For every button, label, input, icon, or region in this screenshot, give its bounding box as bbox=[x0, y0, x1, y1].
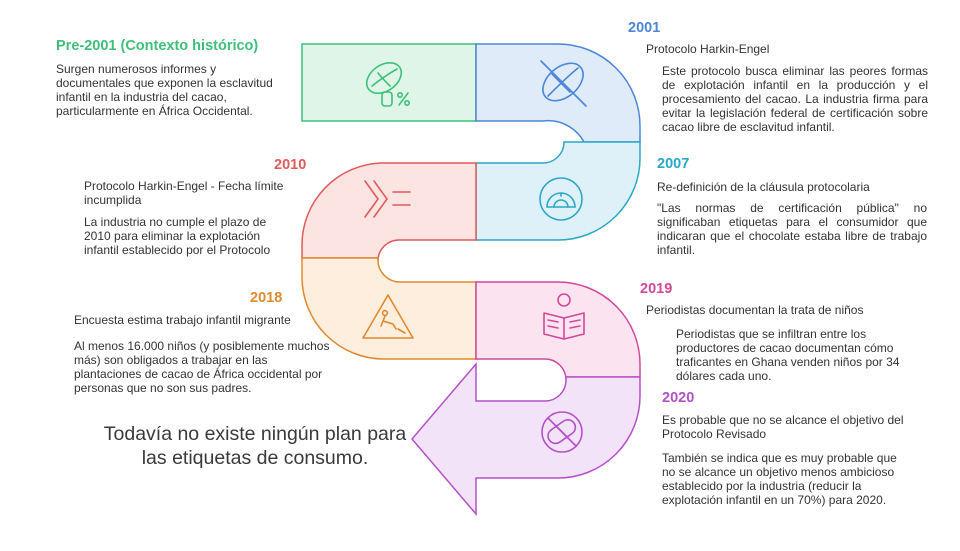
segment-2007 bbox=[475, 141, 641, 241]
event-year: 2001 bbox=[628, 20, 661, 36]
event-pre-2001: Pre-2001 (Contexto histórico) Surgen num… bbox=[56, 38, 286, 118]
event-2020: 2020 Es probable que no se alcance el ob… bbox=[662, 390, 910, 507]
event-year: 2007 bbox=[657, 156, 690, 172]
child-labor-sign-icon bbox=[362, 294, 414, 339]
event-body: Al menos 16.000 niños (y posiblemente mu… bbox=[74, 339, 330, 395]
event-body: "Las normas de certificación pública" no… bbox=[657, 201, 927, 257]
event-2019: 2019 Periodistas documentan la trata de … bbox=[640, 281, 900, 383]
event-2007: 2007 Re-definición de la cláusula protoc… bbox=[657, 156, 927, 257]
event-year: 2010 bbox=[274, 157, 307, 173]
event-heading: Periodistas documentan la trata de niños bbox=[646, 303, 864, 317]
protractor-icon bbox=[539, 177, 583, 221]
event-heading: Protocolo Harkin-Engel bbox=[646, 42, 770, 56]
segment-2020-arrow bbox=[411, 361, 641, 517]
event-heading: Es probable que no se alcance el objetiv… bbox=[662, 413, 904, 441]
conclusion-text: Todavía no existe ningún plan para las e… bbox=[103, 423, 407, 469]
segment-2018 bbox=[301, 257, 477, 360]
event-2010: 2010 Protocolo Harkin-Engel - Fecha lími… bbox=[84, 157, 307, 257]
no-pill-icon bbox=[541, 411, 583, 453]
event-body: La industria no cumple el plazo de 2010 … bbox=[84, 215, 271, 257]
segment-2010 bbox=[301, 162, 477, 262]
reporter-icon bbox=[543, 293, 585, 340]
event-year: 2019 bbox=[640, 281, 673, 297]
segment-2019 bbox=[475, 281, 641, 381]
event-heading: Re-definición de la cláusula protocolari… bbox=[657, 180, 870, 194]
event-year: 2018 bbox=[250, 290, 283, 306]
event-body: Surgen numerosos informes y documentales… bbox=[56, 62, 273, 118]
event-2001: 2001 Protocolo Harkin-Engel Este protoco… bbox=[628, 20, 928, 134]
segment-pre-2001 bbox=[301, 43, 477, 122]
event-heading: Encuesta estima trabajo infantil migrant… bbox=[74, 313, 291, 327]
segment-2001 bbox=[475, 43, 641, 143]
no-cacao-icon bbox=[540, 60, 587, 107]
event-body: Este protocolo busca eliminar las peores… bbox=[662, 64, 928, 134]
deadline-arrows-icon bbox=[364, 180, 411, 218]
event-year: Pre-2001 (Contexto histórico) bbox=[56, 38, 259, 54]
event-body: También se indica que es muy probable qu… bbox=[662, 451, 897, 507]
event-year: 2020 bbox=[662, 390, 695, 406]
event-body: Periodistas que se infiltran entre los p… bbox=[676, 327, 900, 383]
event-heading: Protocolo Harkin-Engel - Fecha límite in… bbox=[84, 179, 284, 207]
cacao-pod-percent-icon bbox=[365, 61, 410, 107]
event-2018: 2018 Encuesta estima trabajo infantil mi… bbox=[74, 290, 334, 395]
